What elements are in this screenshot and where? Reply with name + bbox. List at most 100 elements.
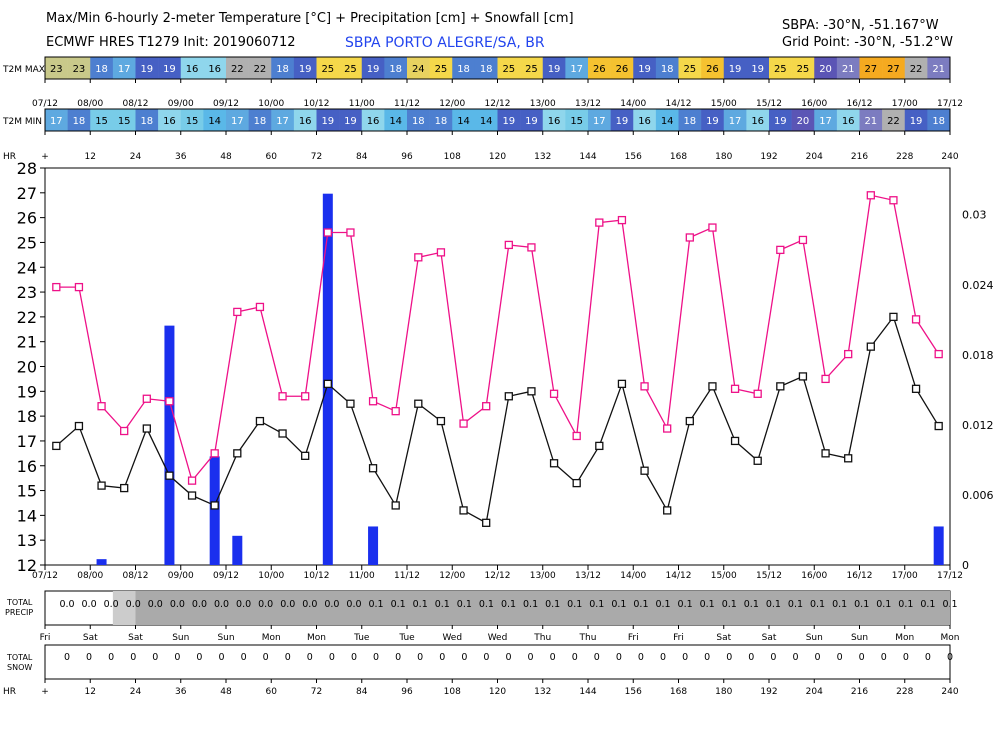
date-tick-label: 13/12 <box>575 99 601 109</box>
precip-bar <box>96 559 107 565</box>
y-tick-label: 24 <box>17 258 37 277</box>
y2-tick-label: 0.018 <box>962 349 994 362</box>
min-strip-value: 17 <box>593 116 606 127</box>
min-strip-cell <box>112 109 136 131</box>
day-label: Tue <box>353 633 370 643</box>
max-temp-point <box>301 392 310 401</box>
min-strip-value: 18 <box>73 116 86 127</box>
day-label: Mon <box>307 633 326 643</box>
hour-tick-label-bottom: 228 <box>896 687 913 697</box>
max-strip-value: 19 <box>367 64 380 75</box>
min-strip-value: 16 <box>842 116 855 127</box>
x-date-label: 17/00 <box>892 571 918 581</box>
min-strip-cell <box>542 109 566 131</box>
max-strip-cell <box>361 57 385 79</box>
min-strip-value: 16 <box>299 116 312 127</box>
precip-total-value: 0.0 <box>126 599 141 610</box>
min-temp-point <box>753 456 762 465</box>
hour-tick-label: + <box>41 152 49 162</box>
min-strip-cell <box>384 109 408 131</box>
y2-tick-label: 0.03 <box>962 209 987 222</box>
precip-total-value: 0.1 <box>391 599 406 610</box>
max-strip-cell <box>723 57 747 79</box>
max-strip-value: 16 <box>186 64 199 75</box>
date-tick-label: 12/00 <box>439 99 465 109</box>
min-strip-value: 18 <box>412 116 425 127</box>
precip-total-value: 0.0 <box>214 599 229 610</box>
min-strip-cell <box>588 109 611 131</box>
max-strip-value: 19 <box>638 64 651 75</box>
max-temp-point <box>617 215 627 225</box>
precip-bar <box>209 456 220 565</box>
max-strip-cell <box>384 57 408 79</box>
max-strip-value: 26 <box>616 64 629 75</box>
min-temp-point <box>708 382 717 391</box>
day-label: Sat <box>762 633 777 643</box>
snow-total-value: 0 <box>594 652 600 663</box>
hour-tick-label-bottom: 60 <box>266 687 278 697</box>
min-strip-cell <box>180 109 204 131</box>
max-strip-value: 26 <box>706 64 719 75</box>
max-temp-point <box>595 218 604 227</box>
min-strip-cell <box>791 109 815 131</box>
max-temp-point <box>187 476 197 485</box>
min-temp-point <box>187 491 197 500</box>
x-date-label: 13/12 <box>575 571 601 581</box>
max-strip-value: 18 <box>480 64 493 75</box>
max-strip-value: 18 <box>95 64 108 75</box>
y-tick-label: 15 <box>17 482 37 501</box>
precip-total-value: 0.1 <box>744 599 759 610</box>
precip-total-value: 0.1 <box>479 599 494 610</box>
min-strip-cell <box>474 109 498 131</box>
date-tick-label: 08/00 <box>77 99 103 109</box>
snow-total-value: 0 <box>483 652 489 663</box>
min-strip-value: 16 <box>638 116 651 127</box>
max-strip-value: 19 <box>729 64 742 75</box>
max-temp-point <box>255 302 265 312</box>
max-temp-point <box>97 402 106 411</box>
y-tick-label: 28 <box>17 159 37 178</box>
min-strip-cell <box>361 109 385 131</box>
precip-total-value: 0.1 <box>854 599 869 610</box>
hour-tick-label: 168 <box>670 152 687 162</box>
temperature-plot: 12 13 14 15 16 17 18 19 20 21 22 23 24 25 26 27 28 0 0.006… <box>17 159 994 581</box>
day-label: Sun <box>217 633 234 643</box>
min-temp-point <box>301 451 310 460</box>
y-tick-label: 23 <box>17 283 37 302</box>
max-temp-point <box>74 282 84 292</box>
date-tick-label: 09/12 <box>213 99 239 109</box>
min-strip-cell <box>248 109 272 131</box>
max-temp-point <box>685 233 694 242</box>
precip-total-value: 0.1 <box>898 599 913 610</box>
snow-total-value: 0 <box>792 652 798 663</box>
min-temp-point <box>210 501 219 510</box>
min-temp-point <box>527 387 536 396</box>
min-temp-point <box>74 421 84 431</box>
max-strip-value: 20 <box>819 64 832 75</box>
day-label: Mon <box>941 633 960 643</box>
y2-tick-label: 0.012 <box>962 419 994 432</box>
min-strip-cell <box>769 109 792 131</box>
min-strip-value: 15 <box>186 116 199 127</box>
min-strip-value: 14 <box>480 116 493 127</box>
min-temp-point <box>482 518 491 527</box>
y-tick-label: 14 <box>17 506 37 525</box>
max-strip-cell <box>226 57 249 79</box>
max-temp-point <box>572 431 581 441</box>
precip-shade-light <box>112 591 136 625</box>
max-strip-cell <box>859 57 883 79</box>
min-strip-cell <box>407 109 430 131</box>
date-tick-label: 14/00 <box>620 99 646 109</box>
snow-total-value: 0 <box>196 652 202 663</box>
precip-shade-dark <box>135 591 950 625</box>
max-strip-value: 18 <box>276 64 289 75</box>
min-strip-value: 19 <box>321 116 334 127</box>
min-strip-value: 17 <box>231 116 244 127</box>
hour-tick-label: 72 <box>311 152 322 162</box>
min-strip-cell <box>316 109 340 131</box>
y-tick-label: 22 <box>17 308 37 327</box>
x-date-label: 08/00 <box>77 571 103 581</box>
snow-total-value: 0 <box>241 652 247 663</box>
precip-total-value: 0.1 <box>545 599 560 610</box>
x-date-label: 15/12 <box>756 571 782 581</box>
